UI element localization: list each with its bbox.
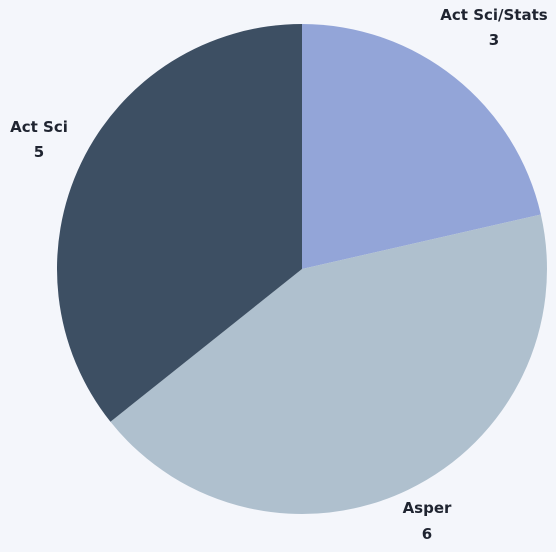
pie-labels: Act Sci/Stats 3 Asper 6 Act Sci 5 (10, 6, 548, 543)
slice-label-value: 6 (422, 525, 432, 543)
slice-label-name: Act Sci (10, 118, 68, 136)
slice-label-name: Act Sci/Stats (440, 6, 547, 24)
pie-slices (57, 24, 548, 515)
slice-label-value: 5 (34, 143, 44, 161)
pie-slice-act-sci-stats (302, 24, 541, 269)
slice-label-value: 3 (489, 31, 499, 49)
pie-slice-act-sci (57, 24, 303, 422)
slice-label-name: Asper (403, 499, 452, 517)
pie-slice-asper (110, 214, 548, 515)
